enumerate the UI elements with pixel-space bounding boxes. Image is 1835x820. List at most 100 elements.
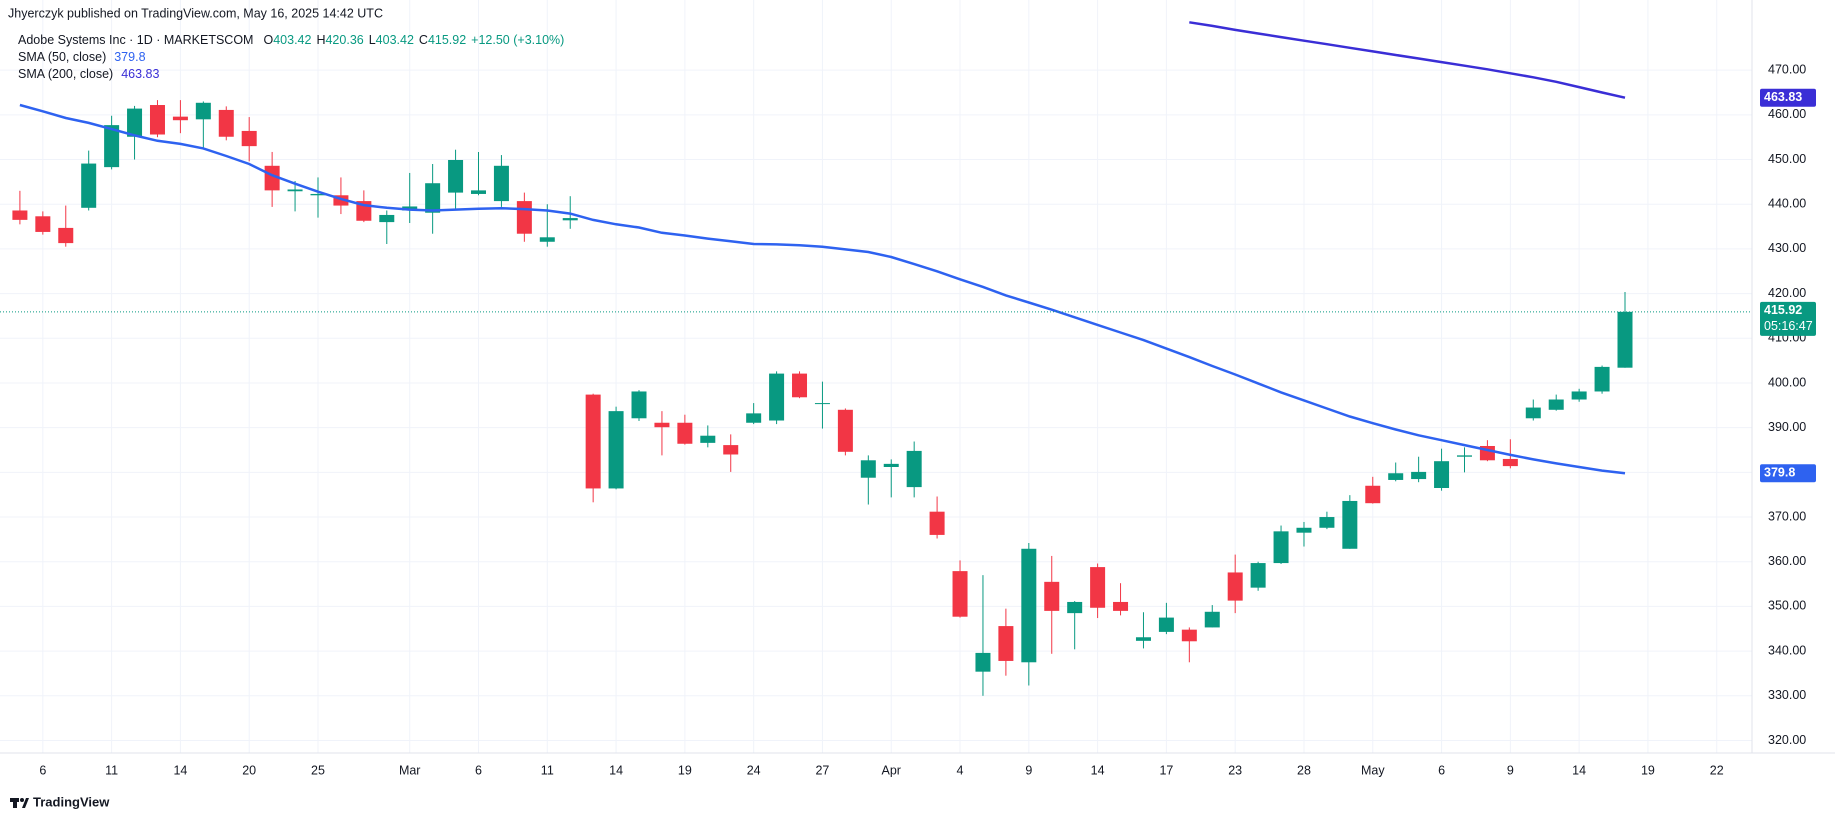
sma-price-tag-bg xyxy=(1760,464,1816,483)
y-tick-label: 350.00 xyxy=(1768,599,1806,613)
y-tick-label: 470.00 xyxy=(1768,62,1806,76)
y-tick-label: 390.00 xyxy=(1768,420,1806,434)
candle xyxy=(1250,561,1266,591)
axes: 320.00330.00340.00350.00360.00370.00380.… xyxy=(39,62,1816,777)
x-tick-label: 14 xyxy=(609,763,623,777)
candle-body xyxy=(149,105,165,135)
candle xyxy=(1319,511,1335,530)
sma-price-tag: 379.8 xyxy=(1764,466,1795,480)
candle xyxy=(218,106,234,141)
candle xyxy=(425,164,441,234)
candle xyxy=(1204,605,1220,628)
candle xyxy=(677,414,693,445)
symbol-title: Adobe Systems Inc · 1D · MARKETSCOM xyxy=(18,33,253,47)
candle-body xyxy=(746,413,762,423)
y-tick-label: 370.00 xyxy=(1768,509,1806,523)
candle-body xyxy=(1135,637,1151,641)
ohlc-value: 420.36 xyxy=(325,33,363,47)
x-tick-label: 20 xyxy=(242,763,256,777)
ohlc-label: C xyxy=(419,33,428,47)
candle xyxy=(1456,447,1472,473)
y-tick-label: 340.00 xyxy=(1768,643,1806,657)
candle xyxy=(860,455,876,505)
x-tick-label: 11 xyxy=(541,763,554,777)
candle-body xyxy=(35,216,51,232)
candle-body xyxy=(860,460,876,478)
x-tick-label: Apr xyxy=(882,763,901,777)
sma-line xyxy=(1189,21,1626,99)
candle xyxy=(264,151,280,207)
candle xyxy=(35,211,51,235)
candle-body xyxy=(998,626,1014,661)
candle xyxy=(769,371,785,425)
candle xyxy=(700,425,716,448)
candle-body xyxy=(81,163,97,208)
candle-body xyxy=(127,108,143,137)
publisher: Jhyerczyk published on TradingView.com, … xyxy=(8,6,383,20)
sma-price-tag: 463.83 xyxy=(1764,90,1802,104)
candle-body xyxy=(379,214,395,223)
countdown: 05:16:47 xyxy=(1764,319,1813,333)
x-tick-label: 4 xyxy=(957,763,964,777)
candle-body xyxy=(1090,567,1106,608)
candle-body xyxy=(195,102,211,120)
x-tick-label: 14 xyxy=(173,763,187,777)
legend-sma200: SMA (200, close) 463.83 xyxy=(18,67,159,81)
candle-body xyxy=(1113,601,1129,611)
candle xyxy=(1388,462,1404,482)
candle xyxy=(1181,627,1197,663)
x-tick-label: 11 xyxy=(105,763,118,777)
x-tick-label: 22 xyxy=(1710,763,1724,777)
candle xyxy=(333,177,349,215)
candle xyxy=(448,149,464,211)
last-price-tag-bg xyxy=(1760,301,1816,336)
x-tick-label: 19 xyxy=(1641,763,1655,777)
candle-body xyxy=(929,511,945,535)
candle xyxy=(12,190,28,225)
candle-body xyxy=(1319,517,1335,528)
candle xyxy=(608,406,624,490)
candle xyxy=(814,381,830,429)
candle-body xyxy=(12,210,28,220)
candle-body xyxy=(1617,311,1633,368)
x-tick-label: 19 xyxy=(678,763,692,777)
candle-body xyxy=(1456,455,1472,457)
x-tick-label: 14 xyxy=(1091,763,1105,777)
candle-body xyxy=(585,394,601,489)
y-tick-label: 330.00 xyxy=(1768,688,1806,702)
legend-main: Adobe Systems Inc · 1D · MARKETSCOM O403.… xyxy=(18,33,564,47)
sma-line xyxy=(19,103,1626,475)
x-tick-label: 17 xyxy=(1159,763,1173,777)
candle-body xyxy=(631,391,647,419)
candle xyxy=(493,155,509,207)
candle-body xyxy=(1250,563,1266,588)
candle xyxy=(1548,394,1564,411)
candle-body xyxy=(1411,471,1427,480)
y-tick-label: 320.00 xyxy=(1768,733,1806,747)
candle-body xyxy=(1296,527,1312,533)
candle-body xyxy=(883,463,899,467)
candle xyxy=(104,115,120,170)
x-tick-label: 28 xyxy=(1297,763,1311,777)
candle xyxy=(929,496,945,539)
x-tick-label: Mar xyxy=(399,763,421,777)
candle xyxy=(241,117,257,162)
candle-body xyxy=(1502,458,1518,467)
x-tick-label: 6 xyxy=(475,763,482,777)
candle-body xyxy=(1525,407,1541,419)
candle xyxy=(631,390,647,421)
ohlc-label: H xyxy=(316,33,325,47)
candle-body xyxy=(493,165,509,202)
candle-body xyxy=(1021,548,1037,663)
x-tick-label: 23 xyxy=(1228,763,1242,777)
candle-body xyxy=(241,130,257,147)
candle xyxy=(1044,555,1060,654)
candle xyxy=(1525,399,1541,421)
candle xyxy=(402,172,418,223)
ohlc-label: L xyxy=(369,33,376,47)
change: +12.50 (+3.10%) xyxy=(471,33,564,47)
sma-value: 463.83 xyxy=(121,67,159,81)
x-tick-label: 27 xyxy=(815,763,829,777)
